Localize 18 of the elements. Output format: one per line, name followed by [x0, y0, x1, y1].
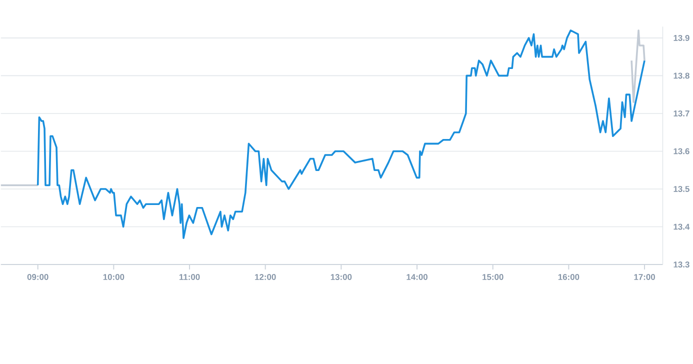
y-tick-label: 13.5: [674, 186, 690, 192]
x-tick-label: 17:00: [634, 274, 655, 280]
x-tick-label: 13:00: [330, 274, 352, 280]
line-series: [36, 29, 646, 239]
x-tick-label: 15:00: [482, 274, 504, 280]
y-tick-label: 13.6: [674, 148, 690, 154]
x-tick-label: 12:00: [255, 274, 276, 280]
x-tick-label: 09:00: [27, 274, 48, 280]
y-tick-label: 13.4: [674, 224, 690, 230]
y-tick-label: 13.8: [674, 72, 690, 79]
y-tick-label: 13.9: [674, 34, 690, 41]
y-tick-label: 13.7: [674, 110, 690, 116]
y-tick-label: 13.3: [674, 261, 690, 268]
x-tick-label: 11:00: [179, 274, 200, 280]
line-series: [630, 29, 646, 103]
x-tick-label: 16:00: [558, 274, 580, 280]
x-tick-label: 10:00: [103, 274, 124, 280]
x-tick-label: 14:00: [406, 274, 428, 280]
